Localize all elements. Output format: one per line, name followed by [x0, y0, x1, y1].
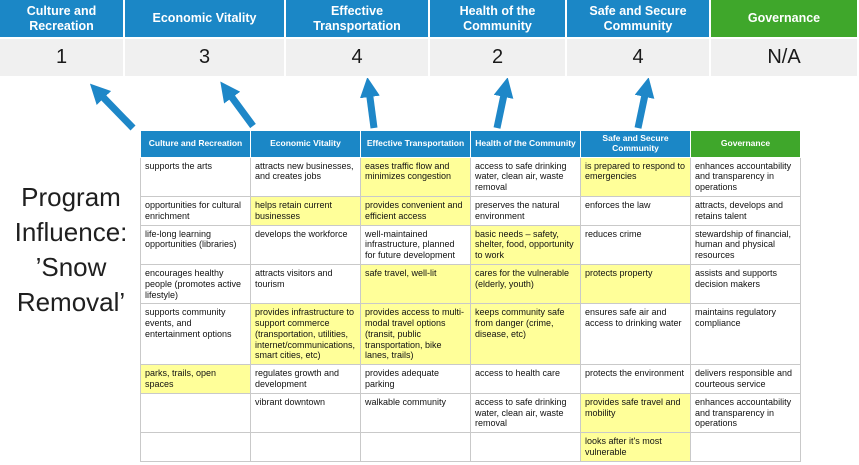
matrix-cell: provides adequate parking	[360, 364, 471, 394]
matrix-cell: encourages healthy people (promotes acti…	[140, 263, 251, 305]
matrix-header-culture-and-recreation: Culture and Recreation	[140, 130, 251, 158]
matrix-cell: looks after it's most vulnerable	[580, 432, 691, 462]
up-arrow-icon	[493, 78, 514, 129]
matrix-cell: attracts, develops and retains talent	[690, 195, 801, 226]
summary-score-safe-and-secure-community: 4	[567, 39, 709, 76]
matrix-cell: helps retain current businesses	[250, 195, 361, 226]
matrix-cell: enforces the law	[580, 195, 691, 226]
title-line: Removal’	[16, 287, 126, 318]
matrix-row: vibrant downtown walkable community access…	[140, 392, 801, 434]
title-line: Influence:	[14, 217, 128, 248]
matrix-cell: attracts new businesses, and creates job…	[250, 156, 361, 197]
matrix-cell: regulates growth and development	[250, 364, 361, 394]
matrix-cell: protects property	[580, 263, 691, 305]
matrix-header-effective-transportation: Effective Transportation	[360, 130, 471, 158]
matrix-row: life-long learning opportunities (librar…	[140, 224, 801, 265]
matrix-cell: enhances accountability and transparency…	[690, 392, 801, 434]
matrix-header-row: Culture and Recreation Economic Vitality E…	[140, 130, 801, 158]
matrix-cell: access to health care	[470, 364, 581, 394]
summary-header-culture-and-recreation: Culture and Recreation	[0, 0, 123, 37]
up-arrow-icon	[359, 78, 380, 129]
matrix-cell: provides safe travel and mobility	[580, 392, 691, 434]
matrix-cell: enhances accountability and transparency…	[690, 156, 801, 197]
summary-score-health-of-the-community: 2	[430, 39, 565, 76]
matrix-row: looks after it's most vulnerable	[140, 432, 801, 462]
title-line: Program	[21, 182, 121, 212]
summary-header-health-of-the-community: Health of the Community	[430, 0, 565, 37]
matrix-cell: develops the workforce	[250, 224, 361, 265]
matrix-cell: basic needs – safety, shelter, food, opp…	[470, 224, 581, 265]
matrix-cell: walkable community	[360, 392, 471, 434]
up-arrow-icon	[634, 78, 655, 129]
matrix-cell: protects the environment	[580, 364, 691, 394]
matrix-cell: assists and supports decision makers	[690, 263, 801, 305]
matrix-header-economic-vitality: Economic Vitality	[250, 130, 361, 158]
matrix-cell	[250, 432, 361, 462]
summary-score-effective-transportation: 4	[286, 39, 428, 76]
matrix-row: encourages healthy people (promotes acti…	[140, 263, 801, 305]
summary-header-economic-vitality: Economic Vitality	[125, 0, 284, 37]
matrix-cell: eases traffic flow and minimizes congest…	[360, 156, 471, 197]
influence-matrix: Culture and Recreation Economic Vitality E…	[140, 130, 801, 462]
title-line: ’Snow	[35, 252, 107, 283]
matrix-cell: supports the arts	[140, 156, 251, 197]
matrix-cell: provides infrastructure to support comme…	[250, 303, 361, 366]
matrix-cell: life-long learning opportunities (librar…	[140, 224, 251, 265]
matrix-cell: vibrant downtown	[250, 392, 361, 434]
summary-score-governance: N/A	[711, 39, 857, 76]
matrix-cell: reduces crime	[580, 224, 691, 265]
matrix-header-safe-and-secure-community: Safe and Secure Community	[580, 130, 691, 158]
matrix-cell	[140, 432, 251, 462]
summary-score-culture-and-recreation: 1	[0, 39, 123, 76]
matrix-row: supports community events, and entertain…	[140, 303, 801, 366]
matrix-cell: ensures safe air and access to drinking …	[580, 303, 691, 366]
matrix-cell: attracts visitors and tourism	[250, 263, 361, 305]
summary-header-governance: Governance	[711, 0, 857, 37]
matrix-cell: access to safe drinking water, clean air…	[470, 156, 581, 197]
matrix-header-health-of-the-community: Health of the Community	[470, 130, 581, 158]
matrix-cell	[140, 392, 251, 434]
up-arrow-icon	[220, 81, 256, 129]
matrix-cell: is prepared to respond to emergencies	[580, 156, 691, 197]
matrix-cell	[360, 432, 471, 462]
matrix-cell: preserves the natural environment	[470, 195, 581, 226]
matrix-cell: cares for the vulnerable (elderly, youth…	[470, 263, 581, 305]
matrix-cell	[470, 432, 581, 462]
matrix-row: opportunities for cultural enrichment hel…	[140, 195, 801, 226]
matrix-cell: opportunities for cultural enrichment	[140, 195, 251, 226]
matrix-cell: supports community events, and entertain…	[140, 303, 251, 366]
matrix-cell: access to safe drinking water, clean air…	[470, 392, 581, 434]
matrix-cell: keeps community safe from danger (crime,…	[470, 303, 581, 366]
matrix-cell: well-maintained infrastructure, planned …	[360, 224, 471, 265]
up-arrow-icon	[89, 83, 136, 131]
matrix-cell: parks, trails, open spaces	[140, 364, 251, 394]
summary-header-row: Culture and Recreation Economic Vitality E…	[0, 0, 859, 37]
matrix-header-governance: Governance	[690, 130, 801, 158]
matrix-cell: delivers responsible and courteous servi…	[690, 364, 801, 394]
matrix-cell	[690, 432, 801, 462]
matrix-row: supports the arts attracts new businesses…	[140, 156, 801, 197]
matrix-cell: provides access to multi-modal travel op…	[360, 303, 471, 366]
score-arrows	[89, 78, 655, 131]
matrix-cell: safe travel, well-lit	[360, 263, 471, 305]
summary-score-economic-vitality: 3	[125, 39, 284, 76]
summary-header-safe-and-secure-community: Safe and Secure Community	[567, 0, 709, 37]
matrix-row: parks, trails, open spaces regulates grow…	[140, 364, 801, 394]
matrix-cell: stewardship of financial, human and phys…	[690, 224, 801, 265]
page-title: Program Influence: ’Snow Removal’	[0, 180, 142, 320]
summary-header-effective-transportation: Effective Transportation	[286, 0, 428, 37]
summary-score-row: 1 3 4 2 4 N/A	[0, 39, 859, 76]
matrix-cell: maintains regulatory compliance	[690, 303, 801, 366]
matrix-cell: provides convenient and efficient access	[360, 195, 471, 226]
